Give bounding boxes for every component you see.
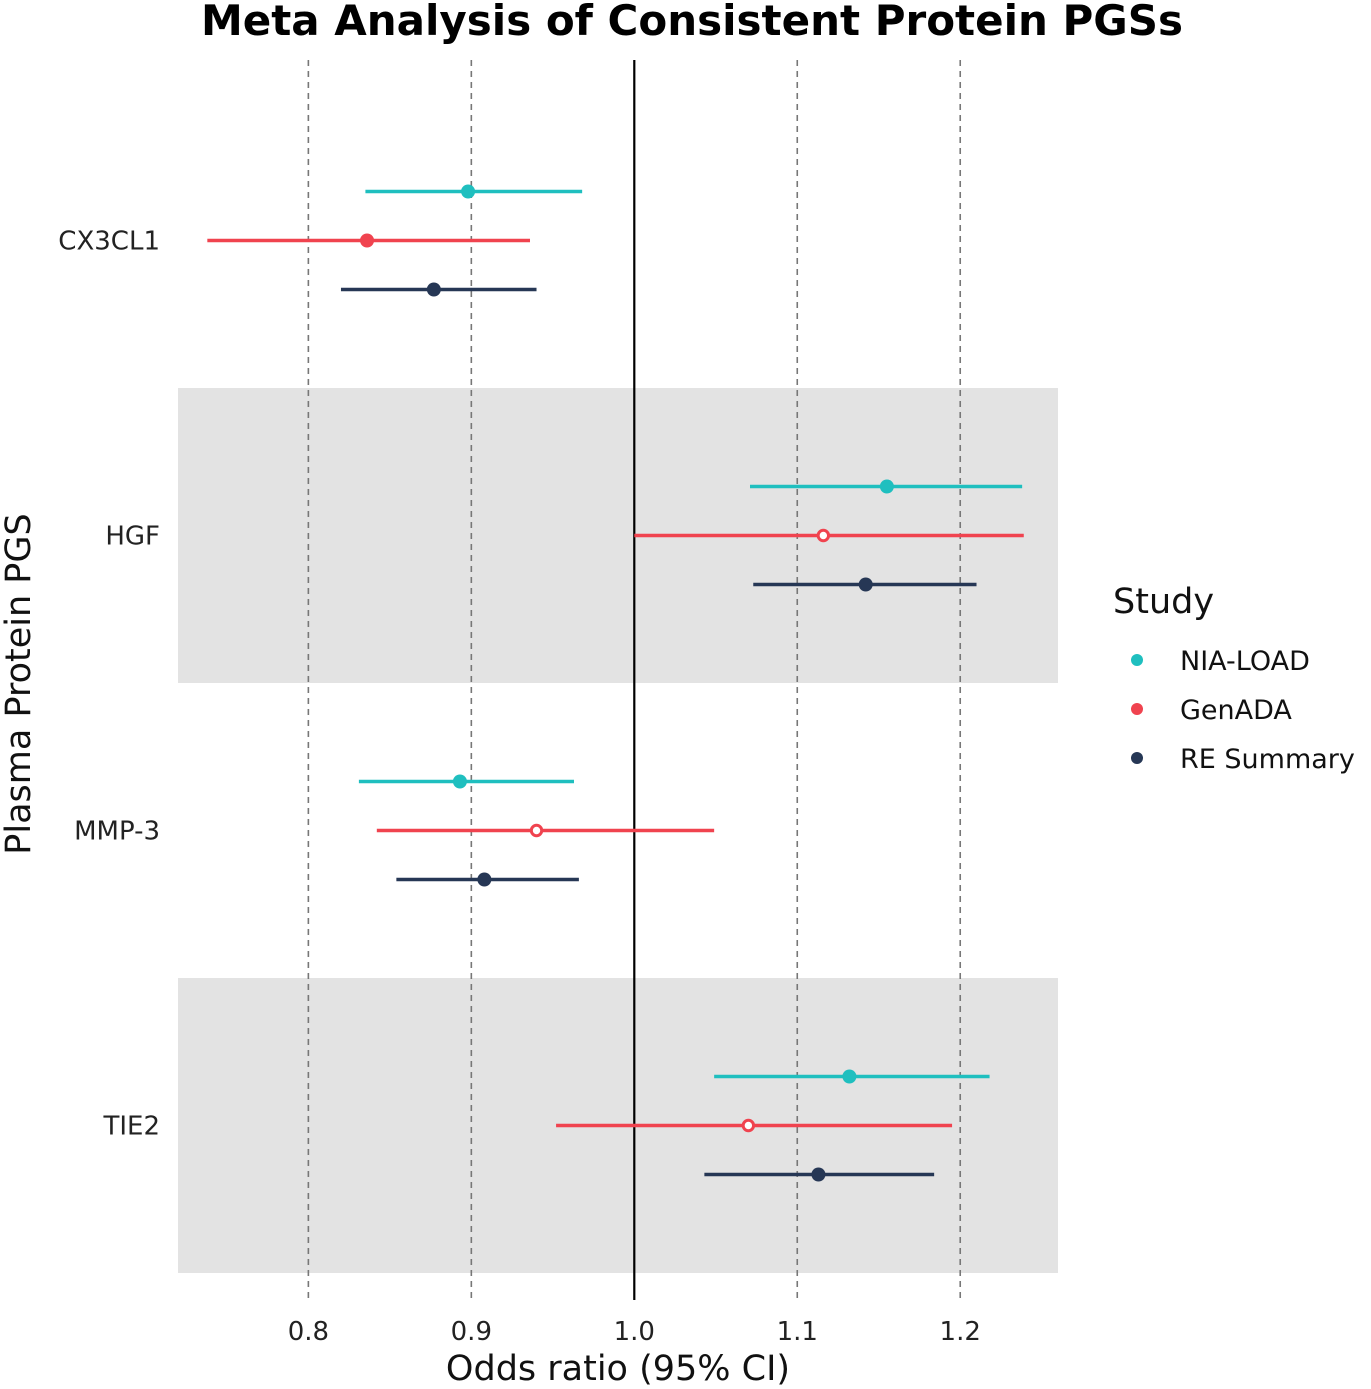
point-nia-load-cx3cl1: [461, 184, 476, 199]
y-tick-label-hgf: HGF: [105, 522, 160, 552]
x-tick-label-0-8: 0.8: [288, 1317, 329, 1347]
y-tick-label-mmp-3: MMP-3: [74, 817, 160, 847]
gridlines: [307, 60, 962, 1300]
y-axis-labels: CX3CL1 HGF MMP-3 TIE2: [58, 227, 160, 1142]
legend: Study NIA-LOAD GenADA RE Summary: [1113, 582, 1355, 775]
point-genada-cx3cl1: [360, 233, 375, 248]
plot-marks: [207, 184, 1024, 1182]
legend-key-nia-load: [1131, 654, 1143, 666]
legend-label-nia-load: NIA-LOAD: [1180, 646, 1310, 677]
point-re-summary-hgf: [858, 577, 873, 592]
point-re-summary-tie2: [811, 1167, 826, 1182]
x-tick-label-0-9: 0.9: [451, 1317, 492, 1347]
point-nia-load-mmp-3: [452, 774, 467, 789]
chart-title: Meta Analysis of Consistent Protein PGSs: [201, 0, 1183, 45]
y-axis-title: Plasma Protein PGS: [0, 513, 39, 854]
legend-key-genada: [1131, 703, 1143, 715]
point-re-summary-cx3cl1: [426, 282, 441, 297]
legend-label-re-summary: RE Summary: [1180, 744, 1355, 775]
x-tick-label-1: 1.0: [614, 1317, 655, 1347]
x-axis-labels: 0.8 0.9 1.0 1.1 1.2: [288, 1317, 981, 1347]
y-tick-label-tie2: TIE2: [102, 1112, 160, 1142]
y-tick-label-cx3cl1: CX3CL1: [58, 227, 160, 257]
x-tick-label-1-1: 1.1: [777, 1317, 818, 1347]
point-genada-mmp-3: [529, 823, 544, 838]
x-tick-label-1-2: 1.2: [940, 1317, 981, 1347]
legend-title: Study: [1113, 582, 1214, 622]
point-nia-load-tie2: [842, 1069, 857, 1084]
point-re-summary-mmp-3: [477, 872, 492, 887]
point-genada-tie2: [741, 1118, 756, 1133]
point-nia-load-hgf: [879, 479, 894, 494]
x-axis-title: Odds ratio (95% CI): [446, 1349, 790, 1389]
legend-key-re-summary: [1131, 752, 1143, 764]
legend-label-genada: GenADA: [1180, 695, 1292, 726]
point-genada-hgf: [816, 528, 831, 543]
